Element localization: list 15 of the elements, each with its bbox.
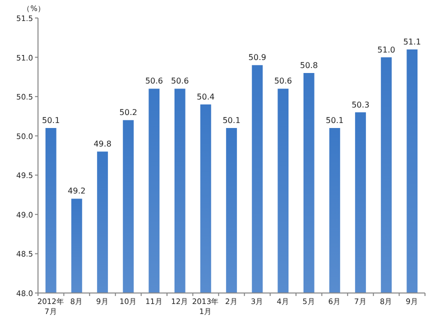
data-label: 50.6 [145, 76, 164, 86]
data-label: 49.2 [68, 186, 86, 196]
data-label: 50.6 [274, 76, 292, 86]
data-label: 50.1 [42, 116, 60, 125]
data-label: 51.1 [403, 37, 422, 46]
data-label: 49.8 [94, 140, 112, 149]
data-label: 50.4 [196, 92, 215, 102]
data-label: 50.1 [222, 116, 240, 125]
data-label: 50.1 [326, 116, 344, 125]
data-label: 50.2 [119, 108, 138, 118]
data-label: 50.6 [170, 76, 189, 86]
data-label: 50.3 [352, 100, 370, 110]
data-label: 50.9 [248, 53, 266, 62]
data-label: 50.8 [300, 61, 318, 70]
data-label: 51.0 [377, 45, 396, 54]
